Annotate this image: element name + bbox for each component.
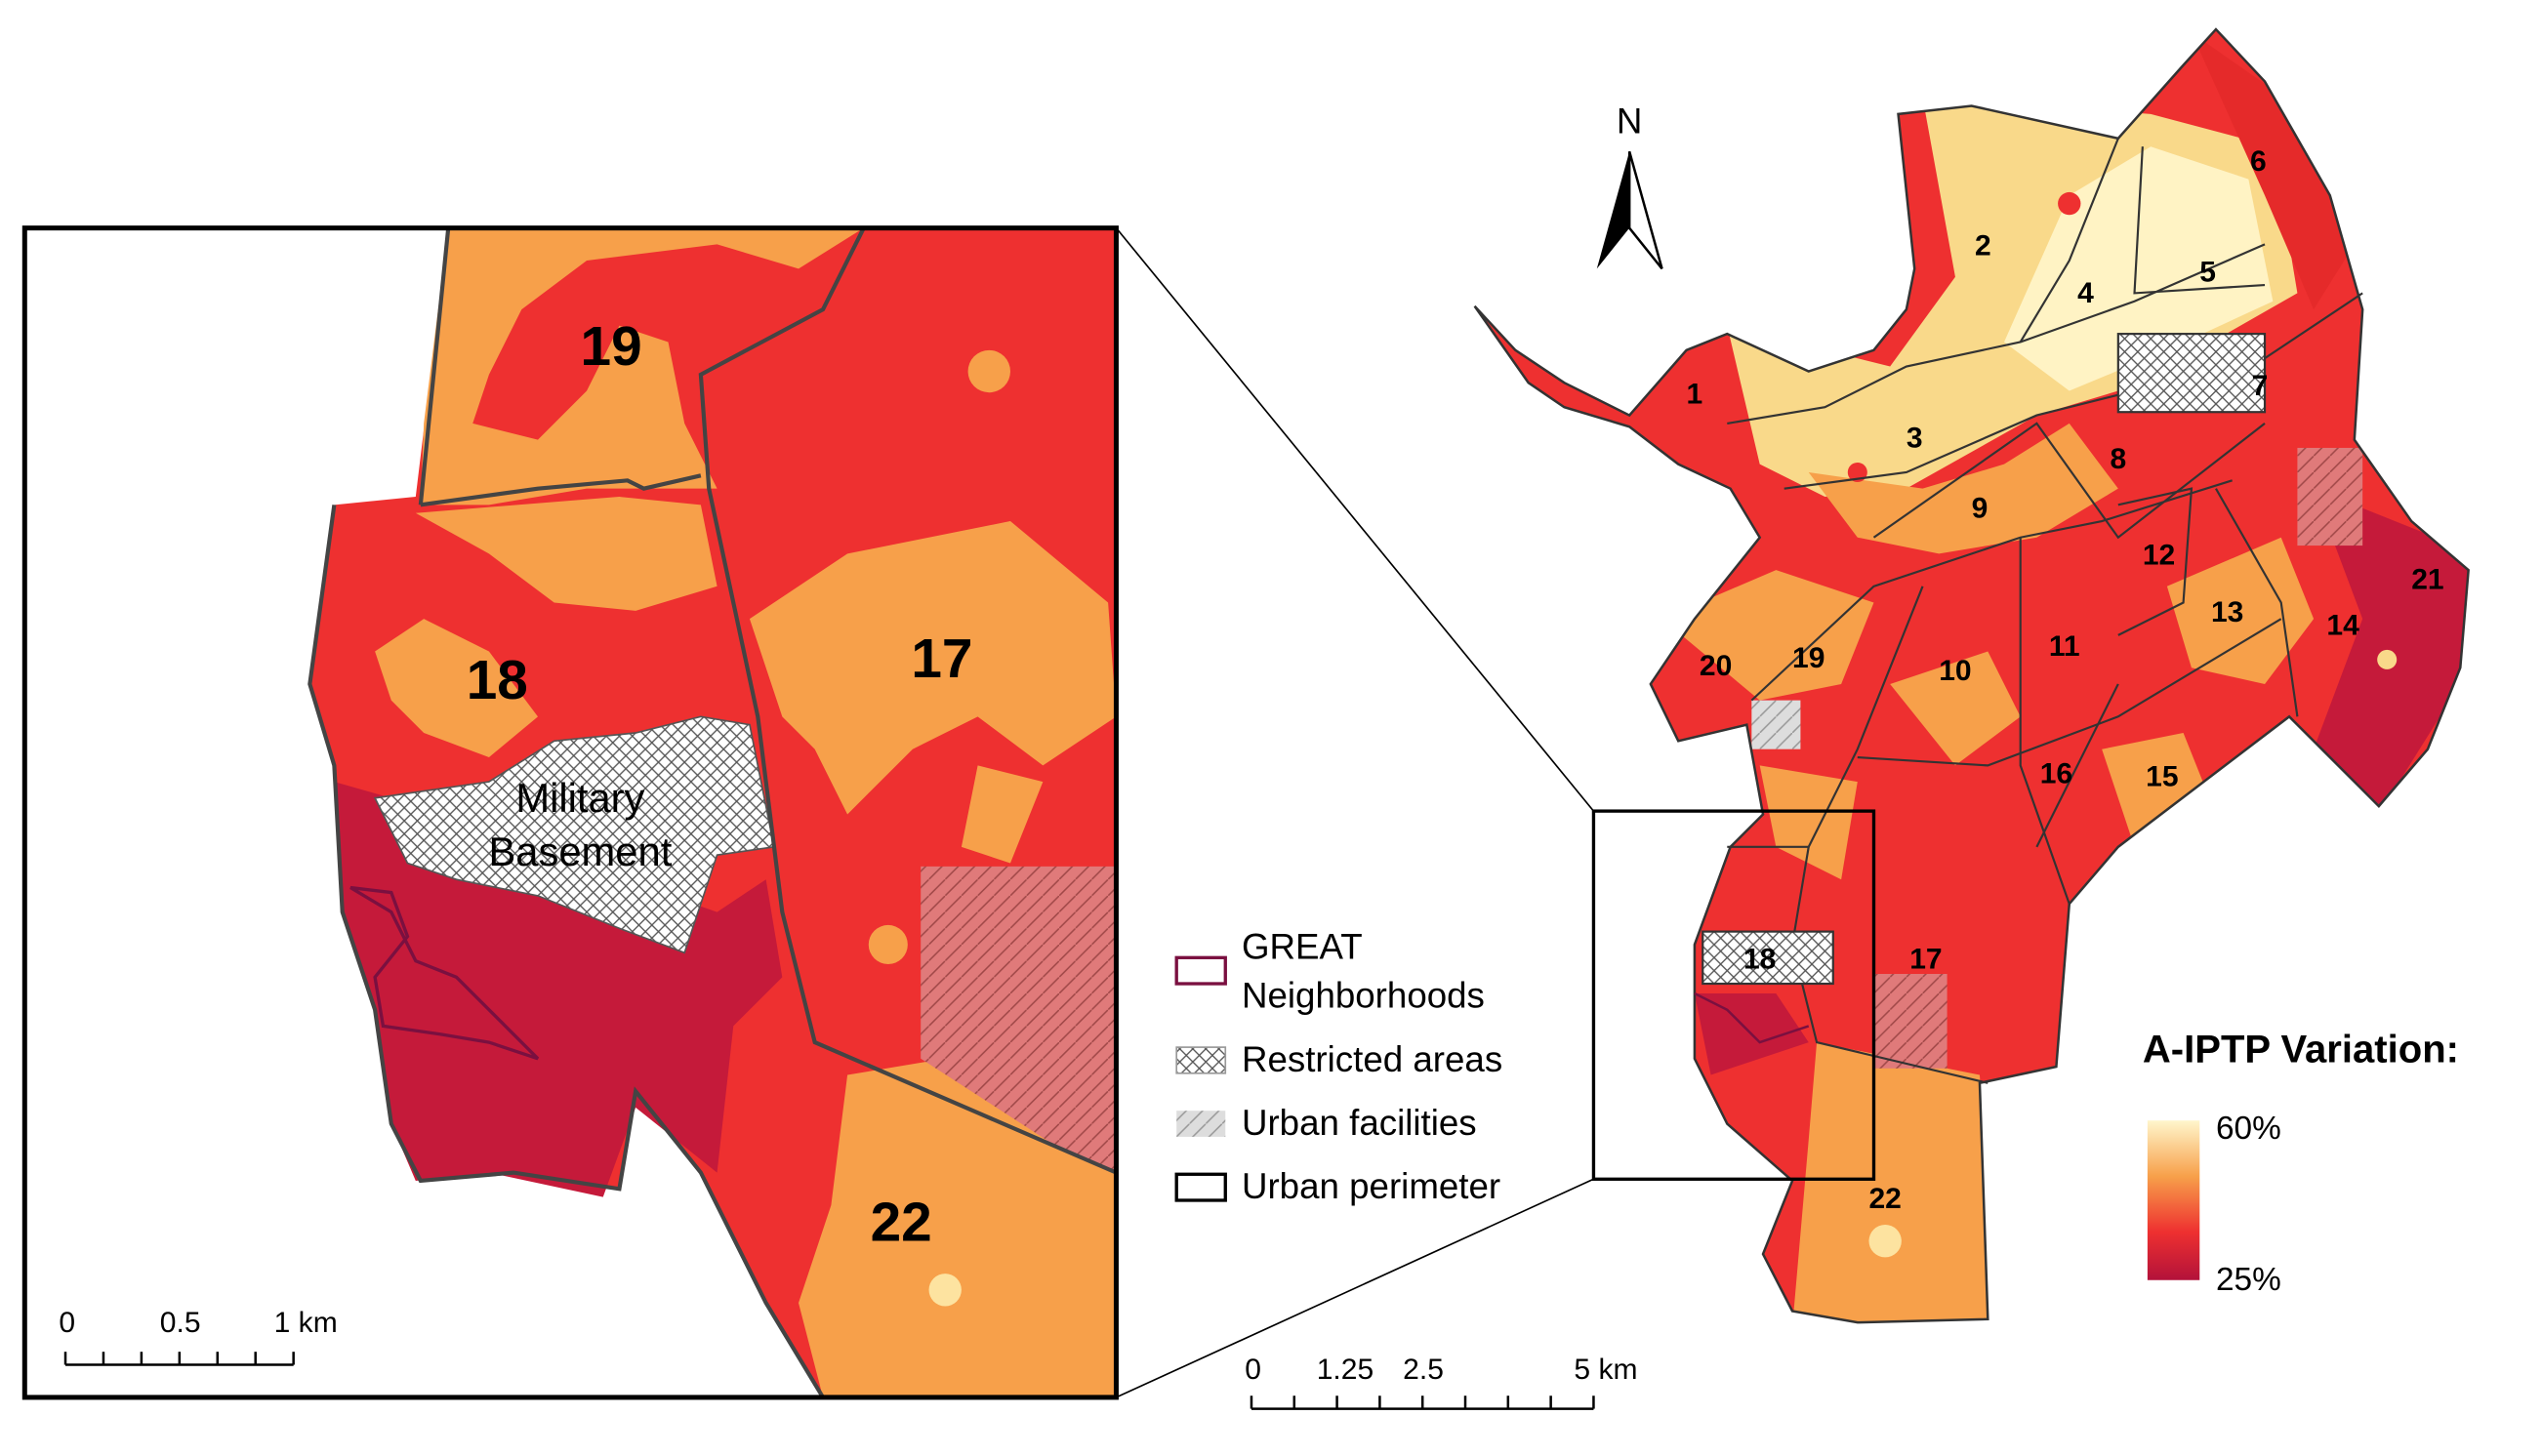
legend-labels: GREAT Neighborhoods Restricted areas Urban … (1242, 927, 1502, 1206)
legend-label: Restricted areas (1242, 1039, 1502, 1079)
district-label: 2 (1975, 230, 1991, 263)
locator-box (1591, 809, 1876, 1181)
connector-line (1116, 1178, 1594, 1398)
district-label: 21 (2411, 564, 2443, 596)
district-label: 10 (1939, 655, 1971, 687)
district-label: 4 (2077, 277, 2094, 309)
inset-boundaries (308, 226, 1118, 1398)
district-label: 6 (2250, 145, 2267, 178)
scale-bar-label: 1.25 (1317, 1354, 1374, 1386)
inset-frame (21, 225, 1119, 1400)
district-label: 19 (1792, 642, 1824, 674)
district-label: 18 (467, 650, 528, 711)
district-label: 20 (1700, 650, 1732, 682)
urban-perimeter (1473, 27, 2470, 1324)
legend-label: Urban facilities (1242, 1103, 1477, 1143)
scale-bar-label: 0 (59, 1307, 75, 1339)
inset-district-labels: 19 18 17 22 Military Basement (467, 316, 973, 1254)
district-label: 17 (1909, 944, 1942, 976)
district-label: 16 (2040, 757, 2072, 789)
colorbar: A-IPTP Variation: 60% 25% (2143, 1029, 2459, 1299)
restricted-area-label: Military (515, 775, 644, 821)
legend-label: Neighborhoods (1242, 976, 1485, 1016)
colorbar-min-label: 25% (2216, 1262, 2281, 1298)
scale-bar-label: 0 (1245, 1354, 1261, 1386)
district-label: 19 (581, 316, 642, 378)
district-label: 1 (1687, 378, 1703, 410)
district-label: 14 (2326, 609, 2359, 641)
north-arrow: N (1596, 101, 1663, 270)
legend-swatch (1174, 955, 1227, 986)
colorbar-ramp (2147, 1120, 2200, 1280)
district-label: 13 (2211, 596, 2243, 628)
district-label: 11 (2049, 630, 2080, 663)
district-label: 9 (1972, 492, 1988, 524)
district-label: 12 (2143, 540, 2175, 572)
legend-swatch (1176, 1111, 1226, 1137)
legend: GREAT Neighborhoods Restricted areas Urban … (1174, 927, 1502, 1206)
district-label: 15 (2146, 761, 2178, 793)
restricted-area-label: Basement (488, 829, 672, 874)
colorbar-title: A-IPTP Variation: (2143, 1029, 2459, 1072)
connector-line (1115, 227, 1595, 812)
scale-bars: 0 0.5 1 km 0 1.25 2.5 5 km (59, 1307, 1637, 1410)
district-label: 7 (2252, 370, 2269, 402)
legend-label: Urban perimeter (1242, 1166, 1500, 1206)
legend-swatch (1174, 1172, 1227, 1202)
district-label: 3 (1906, 423, 1923, 455)
district-label: 18 (1743, 944, 1776, 976)
great-neighborhood-outline (1694, 991, 1810, 1044)
legend-label: GREAT (1242, 927, 1363, 967)
scale-bar-label: 5 km (1574, 1354, 1637, 1386)
district-label: 8 (2110, 443, 2126, 475)
legend-swatch (1175, 1046, 1227, 1074)
scale-bar-label: 2.5 (1403, 1354, 1444, 1386)
district-label: 17 (911, 628, 972, 690)
district-boundaries (1702, 138, 2363, 1084)
district-label: 5 (2199, 256, 2216, 288)
scale-bar-label: 1 km (274, 1307, 338, 1339)
scale-bar-label: 0.5 (160, 1307, 201, 1339)
colorbar-max-label: 60% (2216, 1111, 2281, 1147)
district-label: 22 (1868, 1183, 1901, 1215)
district-label: 22 (871, 1193, 932, 1254)
inset-surface (24, 227, 1117, 1397)
north-label: N (1617, 101, 1643, 142)
